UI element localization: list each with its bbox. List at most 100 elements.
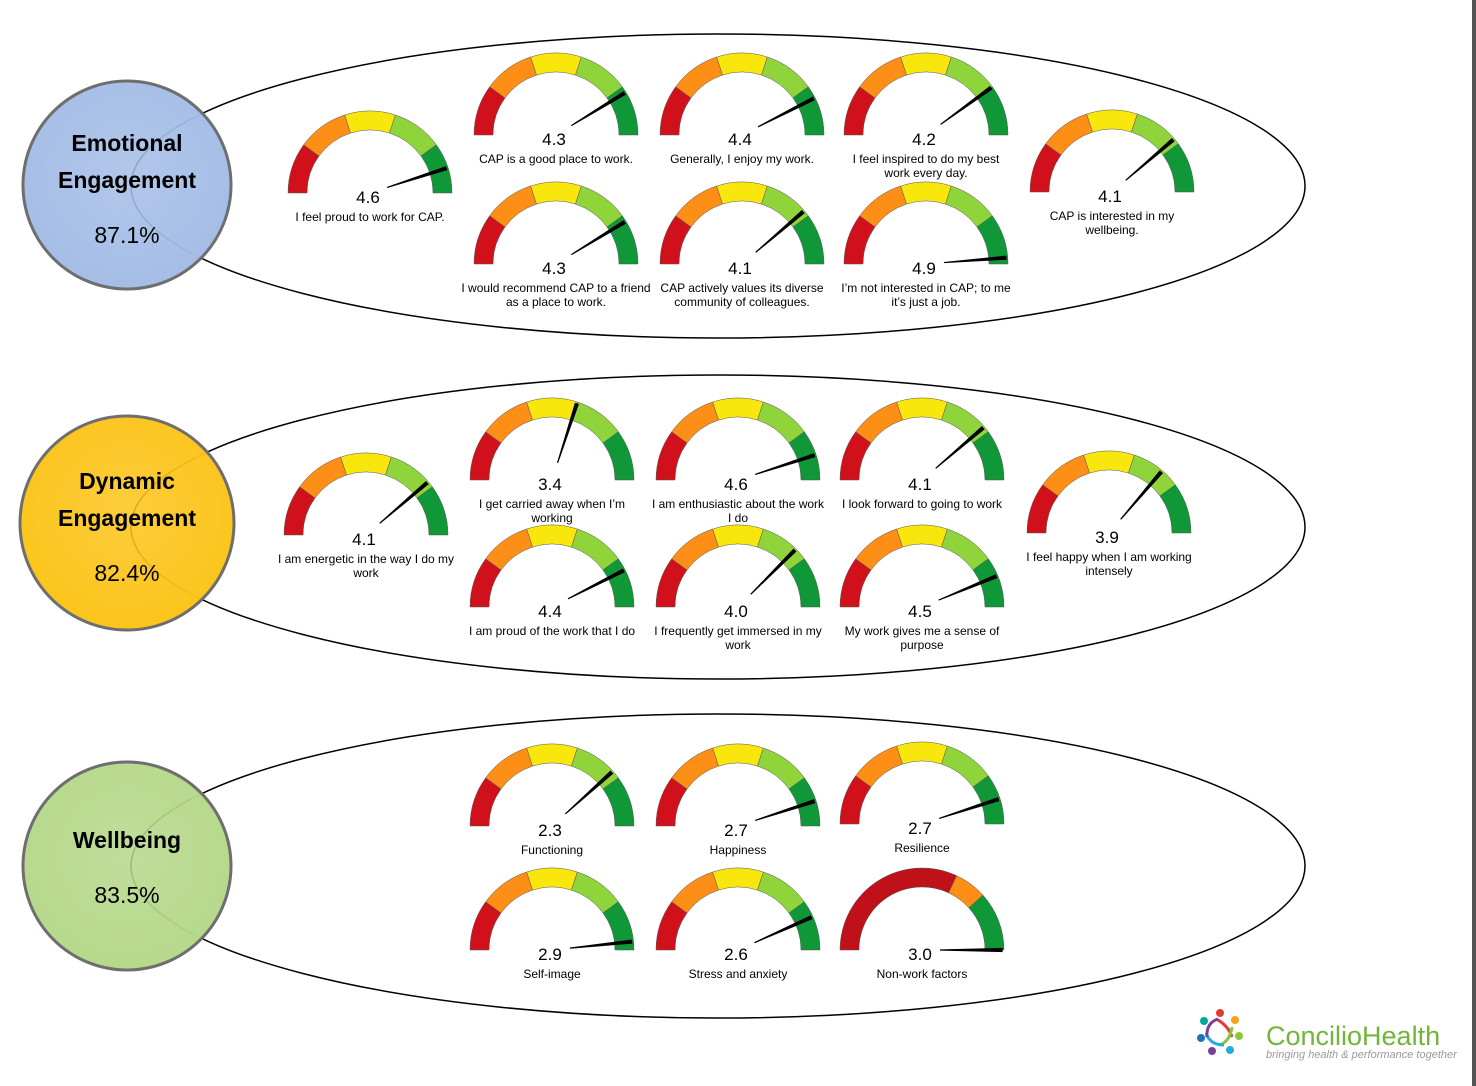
gauge-needle: [569, 939, 633, 949]
gauges: 4.6 I feel proud to work for CAP. 4.3 CAP i…: [278, 52, 1195, 981]
section-title-line: Wellbeing: [73, 827, 181, 853]
gauge-band: [526, 867, 578, 891]
gauge-band: [716, 52, 768, 76]
gauge-band: [896, 741, 948, 765]
gauge-caption: CAP is a good place to work.: [479, 152, 633, 166]
gauge-band: [792, 215, 825, 265]
gauge-value: 3.9: [1095, 528, 1119, 547]
window-edge: [1472, 0, 1476, 1086]
gauge-value: 2.7: [724, 821, 748, 840]
gauge-value: 4.5: [908, 602, 932, 621]
gauge-band: [1083, 450, 1135, 474]
gauge-needle: [567, 568, 625, 600]
gauge-value: 2.3: [538, 821, 562, 840]
gauge-band: [712, 397, 764, 421]
gauge: 3.0 Non-work factors: [839, 867, 1005, 981]
gauge-value: 4.3: [542, 130, 566, 149]
gauge-needle: [938, 797, 1000, 820]
gauge-caption: I get carried away when I’m working: [479, 497, 625, 525]
gauge: 4.0 I frequently get immersed in my work: [654, 524, 822, 652]
gauge-band: [788, 431, 821, 481]
gauge-needle: [754, 799, 816, 822]
gauge-needle: [1125, 138, 1175, 181]
people-circle-icon: [1197, 1009, 1243, 1055]
gauge: 4.1 CAP actively values its diverse commun…: [659, 181, 825, 309]
gauge-needle: [754, 453, 816, 476]
gauge-band: [602, 777, 635, 827]
gauge-value: 2.7: [908, 819, 932, 838]
gauge: 4.6 I feel proud to work for CAP.: [287, 110, 453, 224]
gauge-value: 2.6: [724, 945, 748, 964]
gauge-needle: [943, 255, 1007, 264]
gauge-needle: [556, 402, 579, 464]
gauge-caption: I frequently get immersed in my work: [654, 624, 821, 652]
section-shapes: Emotional Engagement 87.1% Dynamic Engagemen…: [18, 33, 1306, 1019]
gauge-band: [788, 558, 821, 608]
gauge: 4.1 I am energetic in the way I do my work: [278, 452, 454, 580]
gauge-band: [896, 397, 948, 421]
gauge-caption: My work gives me a sense of purpose: [845, 624, 1000, 652]
gauge-band: [896, 524, 948, 548]
gauge-band: [344, 110, 396, 134]
gauge-band: [792, 86, 825, 136]
gauge-band: [712, 867, 764, 891]
gauge-band: [1162, 143, 1195, 193]
gauge-band: [602, 431, 635, 481]
gauge-value: 4.2: [912, 130, 936, 149]
gauge-band: [972, 775, 1005, 825]
gauge-band: [900, 52, 952, 76]
gauge-value: 3.0: [908, 945, 932, 964]
gauge-caption: Functioning: [521, 843, 583, 857]
gauge-needle: [386, 166, 448, 189]
gauge-needle: [571, 220, 626, 256]
section-percentage: 83.5%: [94, 882, 159, 908]
gauge-needle: [939, 947, 1003, 953]
gauge-needle: [940, 85, 993, 125]
gauge-needle: [1120, 470, 1163, 520]
section-circle-emotional: Emotional Engagement 87.1%: [21, 79, 233, 291]
gauge-value: 4.3: [542, 259, 566, 278]
gauge-needle: [379, 481, 429, 524]
gauge: 3.4 I get carried away when I’m working: [469, 397, 635, 525]
gauge-value: 4.1: [1098, 187, 1122, 206]
gauge-needle: [750, 548, 797, 595]
gauge-band: [602, 901, 635, 951]
gauge: 4.9 I’m not interested in CAP; to me it’s …: [841, 181, 1011, 309]
gauge-band: [716, 181, 768, 205]
gauge: 4.5 My work gives me a sense of purpose: [839, 524, 1005, 652]
gauge-needle: [757, 96, 815, 128]
section-circle-dynamic: Dynamic Engagement 82.4%: [18, 414, 236, 632]
gauge-needle: [564, 770, 614, 815]
gauge-value: 4.9: [912, 259, 936, 278]
section-percentage: 87.1%: [94, 222, 159, 248]
brand-name: ConcilioHealth: [1266, 1021, 1440, 1051]
gauge-caption: I feel proud to work for CAP.: [295, 210, 444, 224]
gauge-needle: [754, 915, 813, 944]
gauge-caption: I feel happy when I am working intensely: [1026, 550, 1191, 578]
gauge-band: [1159, 484, 1192, 534]
gauge-value: 3.4: [538, 475, 562, 494]
gauge: 4.2 I feel inspired to do my best work eve…: [843, 52, 1009, 180]
gauge-value: 4.1: [728, 259, 752, 278]
section-title-line: Engagement: [58, 167, 196, 193]
gauge-value: 4.4: [728, 130, 752, 149]
gauge-value: 4.4: [538, 602, 562, 621]
section-percentage: 82.4%: [94, 560, 159, 586]
gauge-band: [602, 558, 635, 608]
gauge-value: 4.1: [908, 475, 932, 494]
gauge-caption: CAP is interested in my wellbeing.: [1050, 209, 1175, 237]
gauge: 4.4 Generally, I enjoy my work.: [659, 52, 825, 166]
gauge-band: [420, 144, 453, 194]
gauge-caption: Happiness: [710, 843, 767, 857]
gauge-band: [712, 743, 764, 767]
gauge-band: [340, 452, 392, 476]
gauge-band: [526, 743, 578, 767]
gauge-caption: I am proud of the work that I do: [469, 624, 635, 638]
gauge: 4.3 CAP is a good place to work.: [473, 52, 639, 166]
gauge-band: [976, 86, 1009, 136]
section-title-line: Engagement: [58, 505, 196, 531]
gauge-caption: I am energetic in the way I do my work: [278, 552, 454, 580]
gauge: 4.3 I would recommend CAP to a friend as a…: [461, 181, 651, 309]
gauge-band: [900, 181, 952, 205]
